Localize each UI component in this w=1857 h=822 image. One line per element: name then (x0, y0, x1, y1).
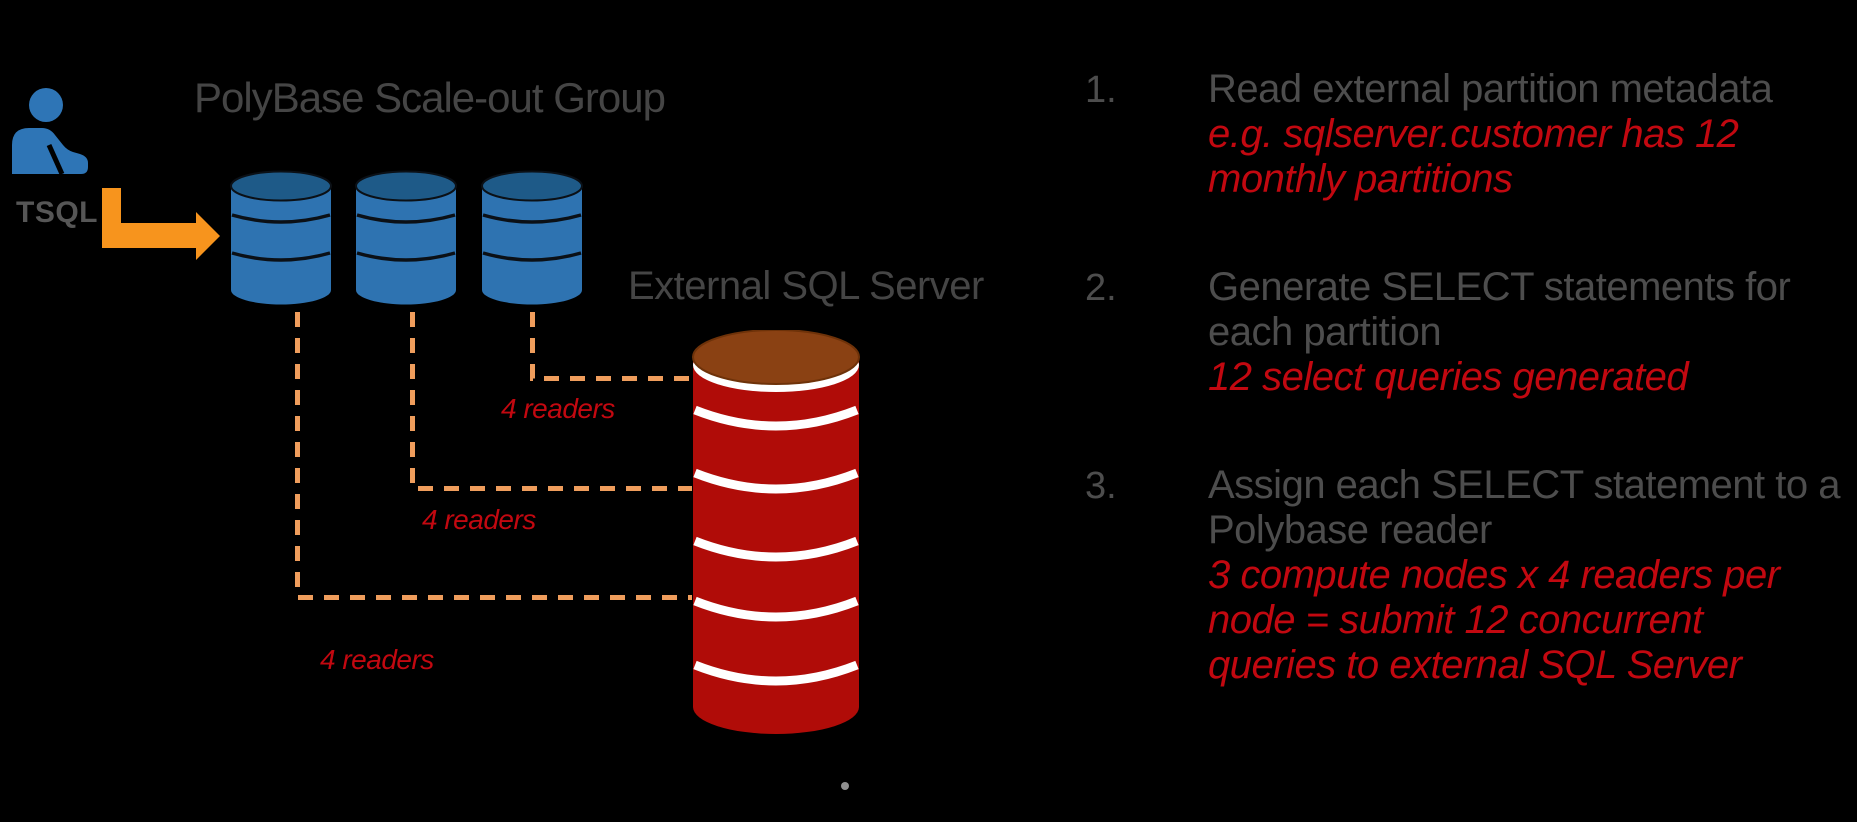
person-at-laptop-icon (12, 88, 88, 176)
stray-dot (841, 782, 849, 790)
tsql-arrow-icon (102, 188, 220, 260)
compute-node-1-database-icon (230, 170, 332, 305)
step-number: 2. (1085, 267, 1117, 309)
step-main-text: Assign each SELECT statement to a Polyba… (1208, 463, 1841, 552)
external-sql-server-title: External SQL Server (628, 264, 984, 308)
step-number: 1. (1085, 69, 1117, 111)
readers-label-bottom: 4 readers (320, 644, 434, 675)
scaleout-group-title: PolyBase Scale-out Group (194, 74, 666, 121)
step-main-text: Generate SELECT statements for each part… (1208, 265, 1791, 354)
step-main-text: Read external partition metadata (1208, 67, 1773, 111)
readers-label-top: 4 readers (501, 393, 615, 424)
compute-node-3-database-icon (481, 170, 583, 305)
step-number: 3. (1085, 465, 1117, 507)
tsql-label: TSQL (16, 196, 98, 229)
step-note-text: 3 compute nodes x 4 readers per node = s… (1208, 553, 1780, 687)
compute-node-2-database-icon (355, 170, 457, 305)
step-note-text: 12 select queries generated (1208, 355, 1689, 399)
step-note-text: e.g. sqlserver.customer has 12 monthly p… (1208, 112, 1739, 201)
readers-label-middle: 4 readers (422, 504, 536, 535)
external-sql-server-database-icon (692, 330, 860, 734)
